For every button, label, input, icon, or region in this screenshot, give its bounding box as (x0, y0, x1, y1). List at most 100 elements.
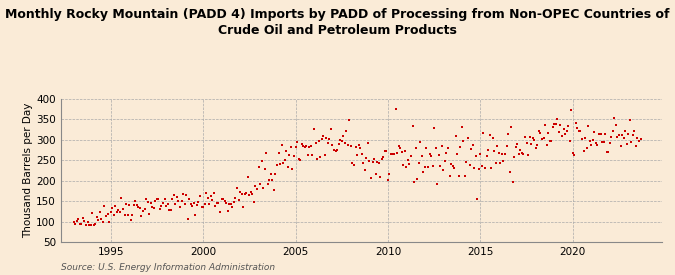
Point (210, 204, 221, 208)
Point (395, 146, 406, 150)
Point (500, 152, 510, 156)
Point (367, 160, 378, 164)
Point (101, 213, 111, 218)
Point (90, 222, 101, 226)
Point (355, 145, 366, 150)
Point (353, 142, 364, 147)
Point (410, 145, 421, 150)
Point (521, 141, 532, 145)
Point (432, 182, 443, 186)
Y-axis label: Thousand Barrels per Day: Thousand Barrels per Day (24, 103, 33, 238)
Point (196, 205, 207, 209)
Point (515, 147, 526, 152)
Point (182, 217, 193, 221)
Point (333, 142, 344, 146)
Point (258, 186, 269, 191)
Point (109, 213, 119, 217)
Point (509, 155, 520, 160)
Point (72, 219, 82, 224)
Point (569, 153, 580, 158)
Point (85, 223, 96, 227)
Point (295, 158, 306, 162)
Point (284, 153, 295, 158)
Point (164, 207, 175, 212)
Point (306, 144, 317, 148)
Point (302, 152, 313, 157)
Point (585, 139, 595, 143)
Point (70, 222, 80, 226)
Text: Source: U.S. Energy Information Administration: Source: U.S. Energy Information Administ… (61, 263, 275, 272)
Point (489, 149, 500, 153)
Point (520, 135, 531, 140)
Point (167, 196, 178, 201)
Point (473, 167, 484, 171)
Point (470, 154, 481, 158)
Point (347, 161, 358, 165)
Point (186, 201, 196, 206)
Point (533, 129, 544, 133)
Point (292, 140, 302, 144)
Point (265, 171, 276, 176)
Point (233, 198, 244, 202)
Point (477, 163, 487, 168)
Point (68, 220, 79, 224)
Point (598, 139, 609, 144)
Point (187, 204, 198, 208)
Point (93, 218, 104, 222)
Point (161, 204, 171, 208)
Point (518, 152, 529, 156)
Point (552, 116, 563, 121)
Point (526, 142, 537, 146)
Point (400, 149, 410, 153)
Point (242, 174, 253, 179)
Point (171, 195, 182, 200)
Point (301, 144, 312, 148)
Point (282, 164, 293, 169)
Point (506, 124, 516, 129)
Point (246, 189, 256, 194)
Point (279, 157, 290, 162)
Point (315, 155, 325, 159)
Point (269, 188, 279, 192)
Point (286, 145, 296, 149)
Point (609, 116, 620, 120)
Point (438, 168, 449, 172)
Point (446, 162, 456, 166)
Point (352, 153, 362, 158)
Point (136, 214, 147, 219)
Point (202, 196, 213, 200)
Point (296, 142, 307, 147)
Point (261, 151, 271, 155)
Point (493, 150, 504, 155)
Point (139, 207, 150, 211)
Point (364, 159, 375, 163)
Point (603, 149, 614, 154)
Point (512, 142, 522, 146)
Point (79, 219, 90, 223)
Point (290, 144, 301, 149)
Point (449, 166, 460, 170)
Point (563, 124, 574, 128)
Point (96, 217, 107, 222)
Point (409, 180, 420, 185)
Point (244, 193, 254, 197)
Point (497, 152, 508, 157)
Point (394, 144, 404, 148)
Point (543, 131, 554, 135)
Point (450, 133, 461, 138)
Point (406, 154, 416, 158)
Point (313, 139, 324, 143)
Point (346, 144, 356, 148)
Point (415, 140, 426, 145)
Point (490, 160, 501, 165)
Point (466, 147, 477, 152)
Point (516, 151, 527, 155)
Point (276, 143, 287, 147)
Point (568, 150, 578, 155)
Point (278, 161, 289, 165)
Point (330, 148, 341, 153)
Point (597, 140, 608, 144)
Point (424, 152, 435, 156)
Point (522, 153, 533, 157)
Point (148, 206, 159, 210)
